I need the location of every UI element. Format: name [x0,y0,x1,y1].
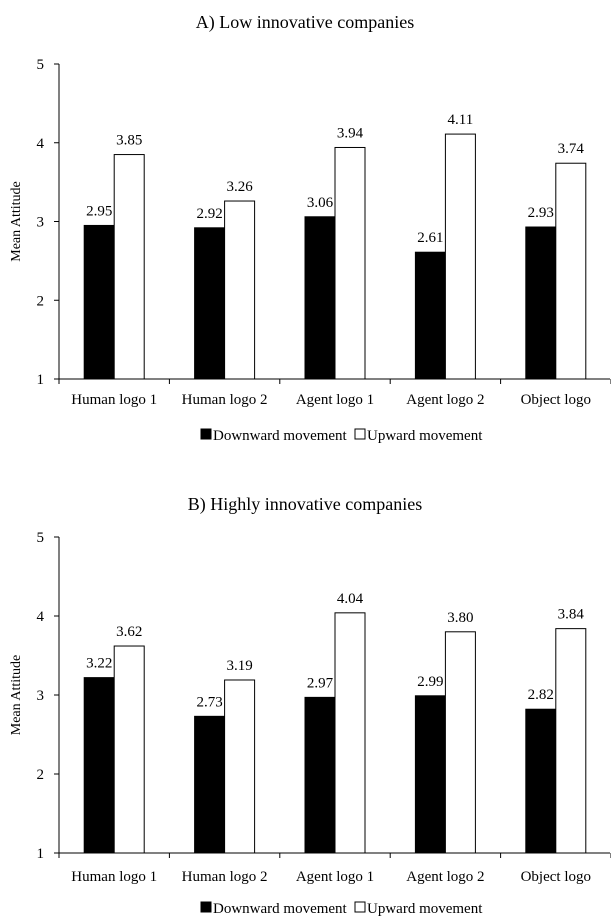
data-label: 2.92 [196,206,222,222]
bar-downward [194,715,226,854]
bar-downward [83,224,115,380]
category-label: Human logo 2 [182,392,268,408]
data-label: 3.85 [116,133,142,149]
bar-upward [334,612,366,854]
data-label: 2.97 [307,675,334,691]
category-label: Object logo [521,869,591,885]
data-label: 2.73 [196,694,222,710]
bar-downward [414,251,446,380]
legend-label: Upward movement [367,901,483,917]
category-label: Human logo 1 [71,392,157,408]
bar-downward [525,226,557,380]
y-axis-label: Mean Attitude [9,655,24,736]
bar-downward [525,708,557,854]
category-label: Agent logo 1 [296,392,374,408]
bar-upward [113,154,145,380]
y-tick-label: 3 [37,215,45,231]
data-label: 3.84 [558,607,585,623]
data-label: 4.04 [337,591,364,607]
bar-downward [304,696,336,854]
y-tick-label: 3 [37,688,45,704]
data-label: 3.19 [226,658,252,674]
legend-swatch [354,428,366,440]
data-label: 3.62 [116,624,142,640]
bar-upward [555,162,587,380]
data-label: 2.82 [528,687,554,703]
y-tick-label: 1 [37,846,45,862]
y-tick-label: 1 [37,372,45,388]
legend-downward: Downward movement [200,901,348,917]
legend-swatch [200,901,212,913]
category-label: Human logo 1 [71,869,157,885]
bar-upward [334,146,366,380]
y-tick-label: 5 [37,57,45,73]
bar-upward [224,679,256,854]
data-label: 3.80 [447,610,473,626]
bar-upward [224,200,256,380]
legend-label: Downward movement [213,428,348,444]
y-axis-label: Mean Attitude [9,181,24,262]
data-label: 4.11 [448,112,474,128]
data-label: 2.61 [417,230,443,246]
chart-panel-2: B) Highly innovative companies Mean Attit… [9,494,611,917]
y-tick-label: 2 [37,293,45,309]
category-label: Human logo 2 [182,869,268,885]
legend-upward: Upward movement [354,428,483,444]
data-label: 3.74 [558,141,585,157]
legend-downward: Downward movement [200,428,348,444]
bar-upward [555,628,587,854]
bar-upward [444,133,476,380]
chart-panel-1: A) Low innovative companies Mean Attitude… [9,12,611,444]
legend-label: Downward movement [213,901,348,917]
bar-downward [414,695,446,854]
bar-downward [304,216,336,380]
legend-label: Upward movement [367,428,483,444]
category-label: Agent logo 2 [406,869,484,885]
data-label: 3.06 [307,195,334,211]
data-label: 2.99 [417,674,443,690]
legend-upward: Upward movement [354,901,483,917]
bar-upward [444,631,476,854]
chart-title: B) Highly innovative companies [188,494,422,515]
category-label: Agent logo 1 [296,869,374,885]
y-tick-label: 4 [37,609,45,625]
bar-upward [113,645,145,854]
category-label: Object logo [521,392,591,408]
legend-swatch [200,428,212,440]
bar-downward [194,227,226,380]
data-label: 2.95 [86,203,112,219]
legend-swatch [354,901,366,913]
y-tick-label: 5 [37,530,45,546]
data-label: 3.26 [226,179,253,195]
y-tick-label: 2 [37,767,45,783]
bar-downward [83,677,115,854]
data-label: 3.94 [337,125,364,141]
category-label: Agent logo 2 [406,392,484,408]
data-label: 3.22 [86,656,112,672]
y-tick-label: 4 [37,136,45,152]
chart-title: A) Low innovative companies [196,12,414,33]
data-label: 2.93 [528,205,554,221]
